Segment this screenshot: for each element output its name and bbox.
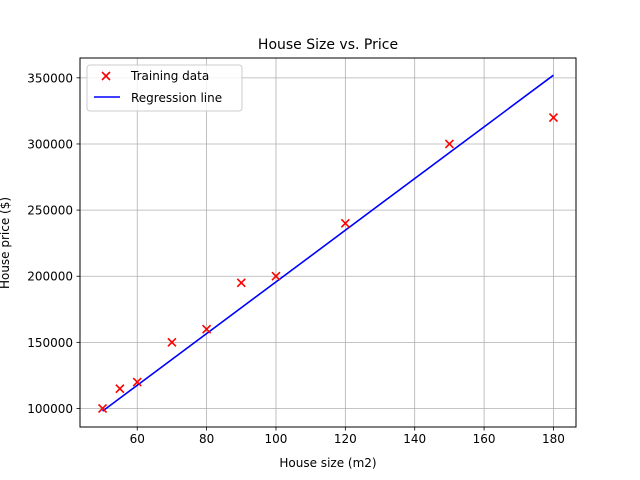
plot-series	[97, 74, 559, 414]
y-tick-label: 350000	[27, 71, 73, 85]
x-tick-label: 80	[199, 432, 214, 446]
x-tick-label: 160	[473, 432, 496, 446]
x-tick-label: 100	[265, 432, 288, 446]
data-point	[548, 112, 559, 123]
y-tick-label: 250000	[27, 204, 73, 218]
data-point	[132, 377, 142, 387]
axis-ticks: 60 80 100 120 140 160 180 100000 150000 200000 250…	[27, 71, 565, 446]
legend-label-training-data: Training data	[130, 69, 209, 83]
chart-title: House Size vs. Price	[258, 37, 398, 53]
grid	[80, 58, 576, 427]
y-tick-label: 100000	[27, 402, 73, 416]
legend-box	[86, 64, 243, 112]
x-tick-label: 60	[130, 432, 145, 446]
y-axis-title: House price ($)	[0, 197, 12, 289]
data-point	[340, 218, 350, 228]
data-point	[271, 271, 281, 281]
regression-line	[102, 74, 554, 412]
data-point	[236, 278, 246, 288]
data-point	[167, 337, 177, 347]
legend-marker-training-data	[101, 71, 111, 81]
legend-x-marker	[101, 71, 111, 81]
plot-area-frame	[79, 57, 577, 428]
data-point	[115, 384, 125, 394]
y-tick-label: 200000	[27, 270, 73, 284]
x-tick-label: 140	[403, 432, 426, 446]
x-tick-label: 120	[334, 432, 357, 446]
x-axis-title: House size (m2)	[279, 456, 376, 470]
x-tick-label: 180	[542, 432, 565, 446]
data-point	[444, 139, 454, 149]
legend: Training data Regression line	[86, 64, 243, 112]
legend-label-regression-line: Regression line	[131, 91, 222, 105]
data-point	[202, 324, 212, 334]
data-point	[97, 403, 108, 414]
y-tick-label: 150000	[27, 336, 73, 350]
y-tick-label: 300000	[27, 137, 73, 151]
